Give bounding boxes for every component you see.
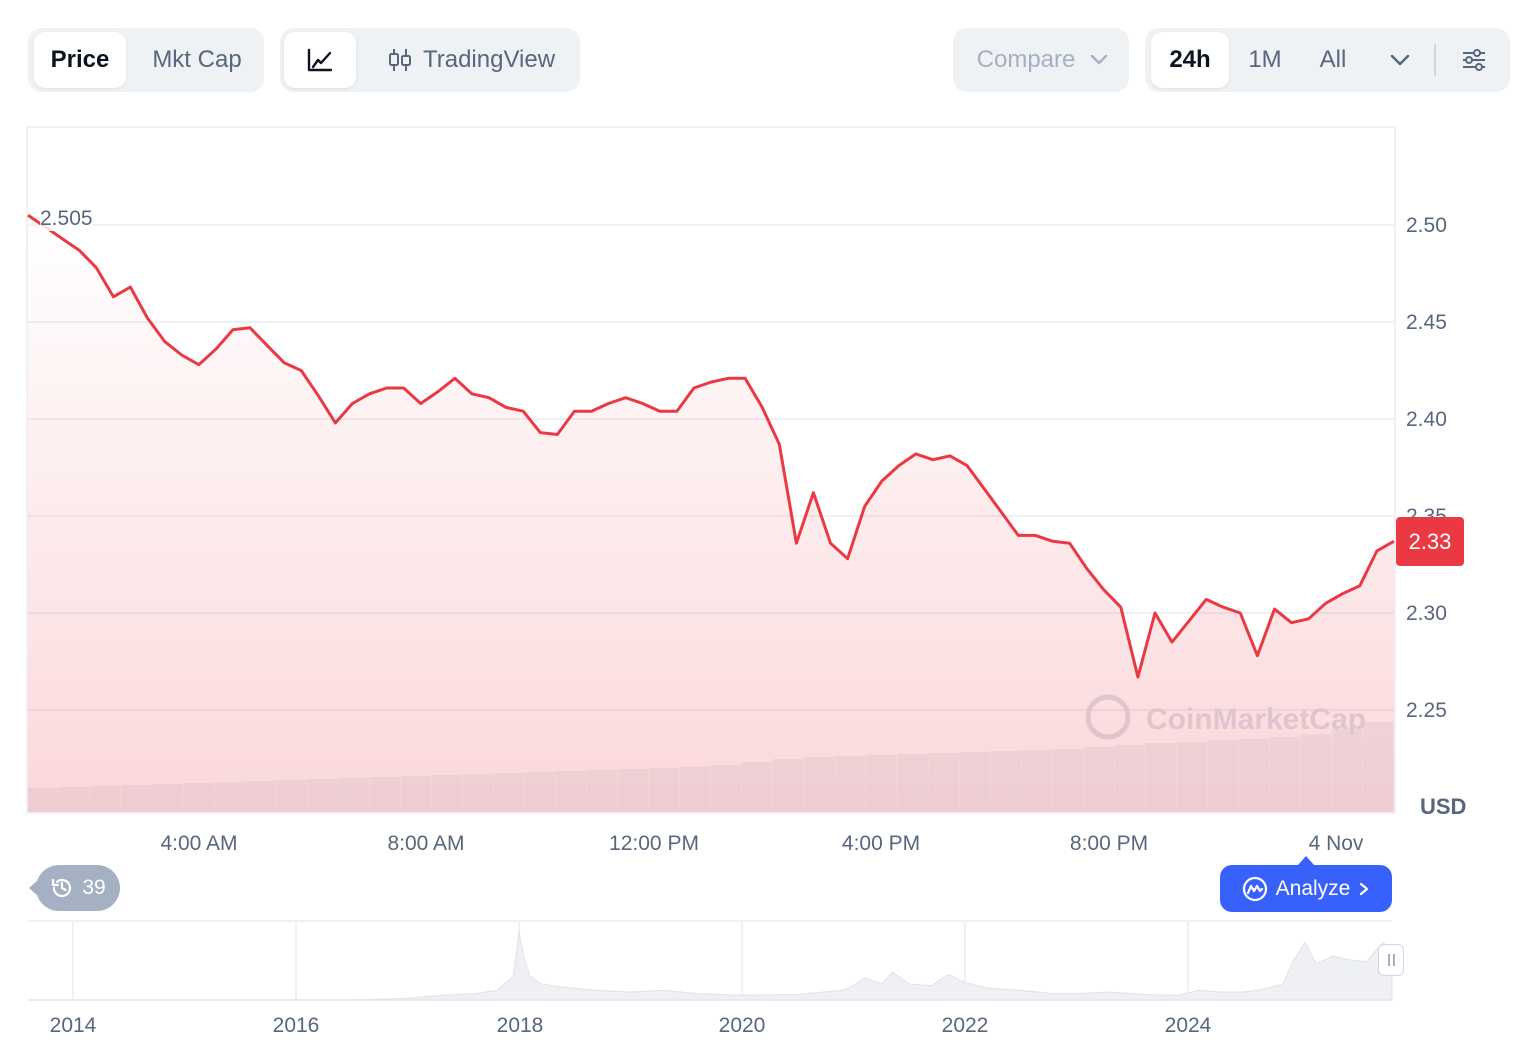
range-1m[interactable]: 1M — [1248, 46, 1282, 73]
analyze-button[interactable]: Analyze — [1220, 865, 1392, 912]
x-tick-label: 4:00 PM — [841, 832, 921, 855]
plot-frame — [26, 126, 1396, 814]
x-tick-label: 8:00 PM — [1069, 832, 1149, 855]
line-chart-button[interactable] — [284, 32, 356, 88]
settings-button[interactable] — [1447, 32, 1501, 88]
range-more-button[interactable] — [1373, 32, 1427, 88]
range-toggle: 24h 1M All — [1145, 28, 1510, 92]
range-all[interactable]: All — [1319, 46, 1347, 73]
start-price-label: 2.505 — [40, 207, 93, 231]
timeline-year-label: 2024 — [1164, 1014, 1212, 1037]
y-tick-label: 2.45 — [1406, 311, 1447, 334]
timeline-year-label: 2014 — [49, 1014, 97, 1037]
compare-dropdown[interactable]: Compare — [953, 28, 1129, 92]
timeline-year-label: 2020 — [718, 1014, 766, 1037]
candlestick-icon — [388, 49, 411, 71]
metric-toggle: Price Mkt Cap — [28, 28, 264, 92]
timeline-year-label: 2018 — [496, 1014, 544, 1037]
history-icon — [52, 878, 72, 898]
x-tick-label: 4:00 AM — [160, 832, 238, 855]
price-line — [27, 214, 1395, 679]
timeline-year-label: 2022 — [941, 1014, 989, 1037]
tradingview-label: TradingView — [422, 46, 556, 73]
history-badge-pointer — [29, 880, 38, 896]
compare-label: Compare — [963, 32, 1123, 88]
y-tick-label: 2.50 — [1406, 214, 1447, 237]
analyze-pointer — [1298, 856, 1314, 865]
x-tick-label: 12:00 PM — [609, 832, 699, 855]
sliders-icon — [1463, 49, 1485, 71]
y-tick-label: 2.40 — [1406, 408, 1447, 431]
line-chart-icon — [307, 48, 333, 72]
range-24h[interactable]: 24h — [1151, 32, 1229, 88]
x-tick-label: 4 Nov — [1308, 832, 1364, 855]
y-tick-label: 2.25 — [1406, 699, 1447, 722]
timeline-year-label: 2016 — [272, 1014, 320, 1037]
toolbar-divider — [1434, 44, 1436, 76]
history-badge[interactable]: 39 — [36, 865, 120, 911]
timeline-range-handle[interactable] — [1378, 944, 1404, 976]
current-price-tag: 2.33 — [1396, 517, 1464, 566]
drag-handle-icon — [1387, 954, 1390, 966]
drag-handle-icon — [1392, 954, 1395, 966]
tradingview-button[interactable]: TradingView — [366, 32, 576, 88]
analyze-label: Analyze — [1275, 876, 1351, 900]
x-tick-label: 8:00 AM — [387, 832, 465, 855]
chevron-right-icon — [1360, 882, 1369, 895]
tab-price[interactable]: Price — [34, 32, 126, 88]
y-tick-label: 2.30 — [1406, 602, 1447, 625]
currency-label: USD — [1420, 794, 1467, 819]
tab-mkt-cap[interactable]: Mkt Cap — [152, 46, 242, 73]
chevron-down-icon — [1091, 54, 1108, 65]
chevron-down-icon — [1390, 54, 1410, 66]
history-count: 39 — [82, 876, 106, 899]
chart-type-toggle: TradingView — [280, 28, 580, 92]
price-area — [28, 215, 1394, 813]
timeline-area — [28, 931, 1393, 1001]
cmc-logo-icon — [1242, 876, 1267, 901]
